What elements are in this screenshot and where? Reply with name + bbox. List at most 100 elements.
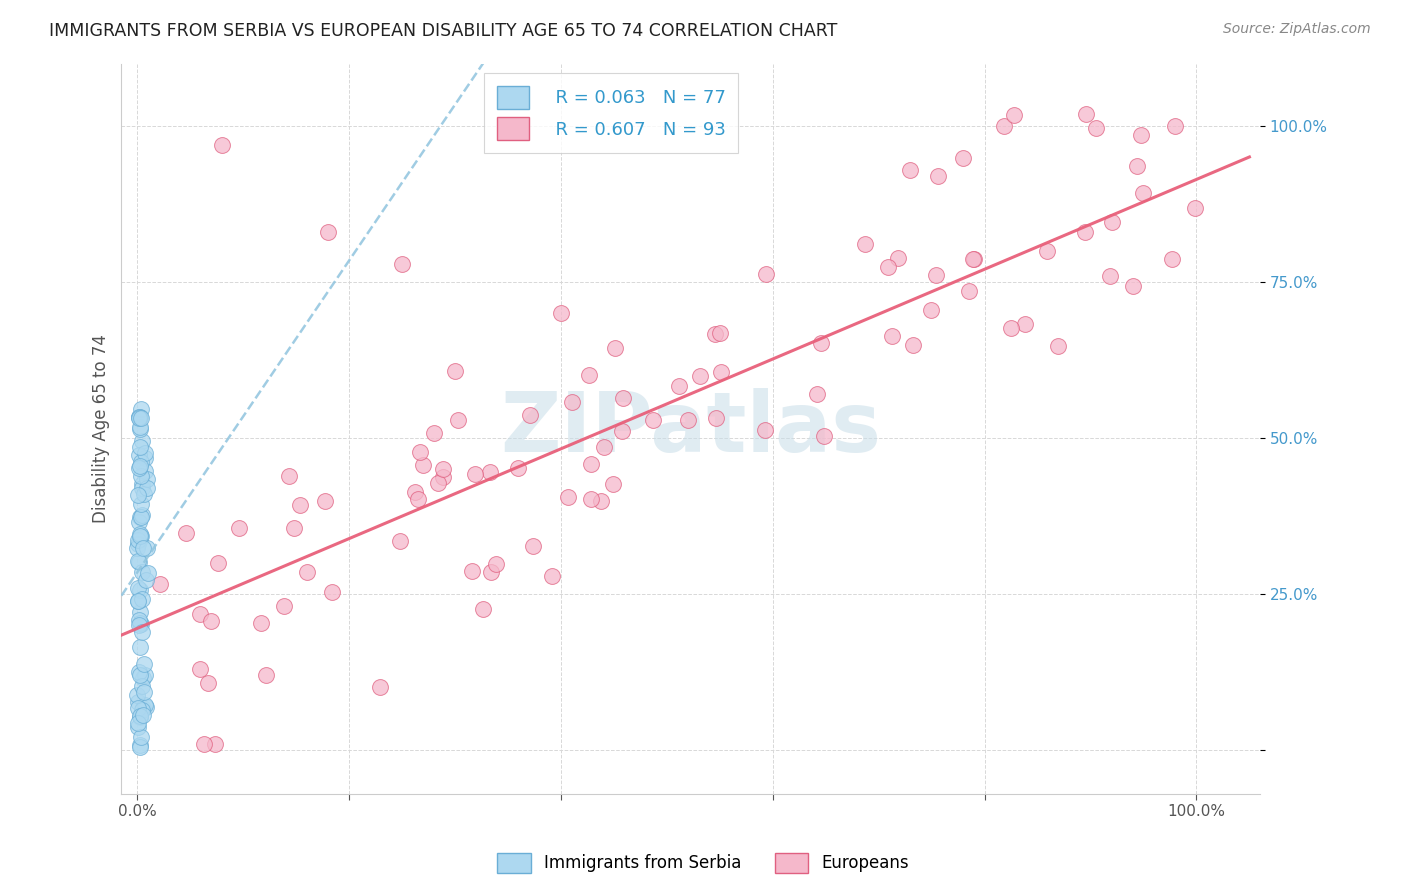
Europeans <box>557 490 579 504</box>
Immigrants from Serbia <box>135 573 157 587</box>
Immigrants from Serbia <box>128 640 150 654</box>
Immigrants from Serbia <box>128 739 150 754</box>
Text: Source: ZipAtlas.com: Source: ZipAtlas.com <box>1223 22 1371 37</box>
Immigrants from Serbia <box>134 446 156 460</box>
Europeans <box>1000 321 1022 335</box>
Europeans <box>478 465 501 479</box>
Immigrants from Serbia <box>131 481 153 495</box>
Europeans <box>579 492 602 507</box>
Europeans <box>962 252 984 266</box>
Immigrants from Serbia <box>127 720 149 734</box>
Immigrants from Serbia <box>131 477 153 491</box>
Immigrants from Serbia <box>127 715 149 730</box>
Europeans <box>1161 252 1184 267</box>
Immigrants from Serbia <box>131 671 153 685</box>
Europeans <box>589 494 612 508</box>
Immigrants from Serbia <box>128 515 150 529</box>
Europeans <box>432 470 454 484</box>
Immigrants from Serbia <box>131 703 153 717</box>
Immigrants from Serbia <box>129 668 152 682</box>
Europeans <box>810 336 832 351</box>
Europeans <box>391 257 413 271</box>
Europeans <box>641 412 664 426</box>
Europeans <box>388 533 411 548</box>
Europeans <box>1130 128 1153 143</box>
Europeans <box>561 395 583 409</box>
Europeans <box>412 458 434 473</box>
Immigrants from Serbia <box>128 448 150 462</box>
Europeans <box>273 599 295 614</box>
Europeans <box>993 119 1015 133</box>
Europeans <box>1122 279 1144 293</box>
Immigrants from Serbia <box>128 665 150 679</box>
Immigrants from Serbia <box>127 594 149 608</box>
Immigrants from Serbia <box>131 541 153 556</box>
Immigrants from Serbia <box>129 410 152 425</box>
Immigrants from Serbia <box>128 410 150 425</box>
Europeans <box>900 163 922 178</box>
Europeans <box>297 565 319 579</box>
Europeans <box>927 169 949 184</box>
Europeans <box>197 676 219 690</box>
Europeans <box>541 569 564 583</box>
Europeans <box>443 363 465 377</box>
Europeans <box>689 369 711 384</box>
Europeans <box>602 476 624 491</box>
Europeans <box>249 616 271 631</box>
Immigrants from Serbia <box>129 617 152 632</box>
Immigrants from Serbia <box>131 434 153 448</box>
Europeans <box>519 408 541 422</box>
Europeans <box>485 557 508 571</box>
Europeans <box>1074 225 1097 239</box>
Europeans <box>188 607 211 621</box>
Immigrants from Serbia <box>127 554 149 568</box>
Europeans <box>404 485 426 500</box>
Europeans <box>479 565 502 579</box>
Immigrants from Serbia <box>128 510 150 524</box>
Europeans <box>278 469 301 483</box>
Immigrants from Serbia <box>128 613 150 627</box>
Immigrants from Serbia <box>131 625 153 640</box>
Immigrants from Serbia <box>128 526 150 541</box>
Immigrants from Serbia <box>128 410 150 425</box>
Europeans <box>592 440 614 454</box>
Immigrants from Serbia <box>135 481 157 495</box>
Europeans <box>1184 201 1206 215</box>
Immigrants from Serbia <box>134 698 156 712</box>
Europeans <box>579 458 602 472</box>
Immigrants from Serbia <box>129 497 152 511</box>
Europeans <box>1085 121 1108 136</box>
Immigrants from Serbia <box>135 699 157 714</box>
Immigrants from Serbia <box>128 708 150 723</box>
Europeans <box>1002 108 1025 122</box>
Europeans <box>314 494 336 508</box>
Europeans <box>550 306 572 320</box>
Immigrants from Serbia <box>134 450 156 465</box>
Europeans <box>471 602 494 616</box>
Europeans <box>1074 107 1097 121</box>
Immigrants from Serbia <box>129 401 152 416</box>
Europeans <box>464 467 486 481</box>
Europeans <box>754 423 776 437</box>
Europeans <box>522 540 544 554</box>
Europeans <box>755 267 778 281</box>
Europeans <box>254 668 277 682</box>
Immigrants from Serbia <box>128 738 150 752</box>
Europeans <box>447 412 470 426</box>
Europeans <box>461 565 484 579</box>
Europeans <box>1132 186 1154 200</box>
Europeans <box>704 326 727 341</box>
Immigrants from Serbia <box>127 593 149 607</box>
Immigrants from Serbia <box>129 529 152 543</box>
Immigrants from Serbia <box>129 458 152 473</box>
Europeans <box>423 426 446 441</box>
Immigrants from Serbia <box>134 464 156 478</box>
Immigrants from Serbia <box>128 556 150 570</box>
Europeans <box>1036 244 1059 258</box>
Immigrants from Serbia <box>128 529 150 543</box>
Immigrants from Serbia <box>129 411 152 425</box>
Europeans <box>1101 215 1123 229</box>
Immigrants from Serbia <box>128 461 150 475</box>
Europeans <box>204 737 226 751</box>
Immigrants from Serbia <box>129 532 152 546</box>
